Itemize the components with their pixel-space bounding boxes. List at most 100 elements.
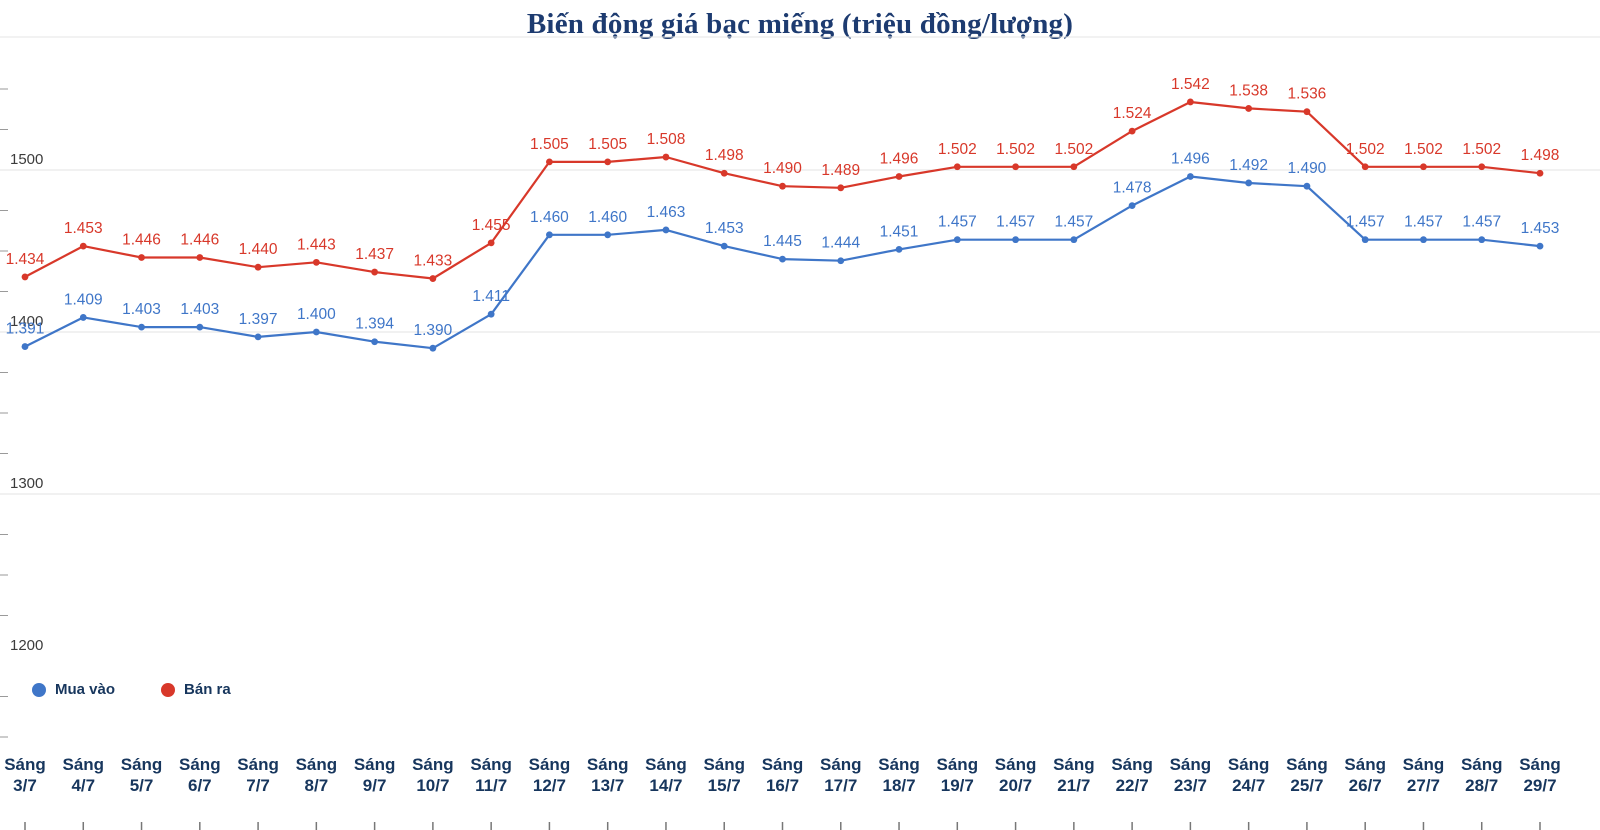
x-tick-label-date: 7/7 xyxy=(246,776,270,795)
value-label-sell: 1.489 xyxy=(821,162,860,179)
legend-label-buy: Mua vào xyxy=(55,681,116,698)
x-tick-label-date: 3/7 xyxy=(13,776,37,795)
value-label-sell: 1.433 xyxy=(413,253,452,270)
value-label-sell: 1.508 xyxy=(647,131,686,148)
value-label-sell: 1.446 xyxy=(180,231,219,248)
x-tick-label-prefix: Sáng xyxy=(296,755,338,774)
value-label-sell: 1.502 xyxy=(1462,141,1501,158)
x-tick-label-prefix: Sáng xyxy=(179,755,221,774)
x-tick-label-date: 27/7 xyxy=(1407,776,1440,795)
x-tick-label-date: 14/7 xyxy=(649,776,682,795)
data-point-sell xyxy=(1245,105,1253,112)
value-label-buy: 1.451 xyxy=(880,223,919,240)
x-tick-label-prefix: Sáng xyxy=(995,755,1037,774)
x-tick-label-date: 10/7 xyxy=(416,776,449,795)
series-points-buy xyxy=(21,173,1544,352)
x-tick-label-prefix: Sáng xyxy=(121,755,163,774)
data-point-buy xyxy=(138,323,145,331)
legend-label-sell: Bán ra xyxy=(184,681,231,698)
value-label-sell: 1.443 xyxy=(297,236,336,253)
x-tick-label-prefix: Sáng xyxy=(1286,755,1328,774)
x-tick-label-prefix: Sáng xyxy=(762,755,804,774)
value-label-sell: 1.496 xyxy=(880,150,919,167)
x-tick-label-prefix: Sáng xyxy=(1053,755,1095,774)
value-label-sell: 1.542 xyxy=(1171,76,1210,93)
value-label-buy: 1.403 xyxy=(122,301,161,318)
data-point-buy xyxy=(1420,236,1427,244)
value-label-buy: 1.460 xyxy=(588,209,627,226)
y-minor-ticks xyxy=(0,88,8,738)
data-point-buy xyxy=(1536,242,1544,250)
chart-legend: Mua vào Bán ra xyxy=(32,681,231,698)
x-axis-labels: Sáng 3/7 Sáng 4/7 Sáng 5/7 Sáng 6/7 Sáng 7/7 Sáng 8… xyxy=(4,755,1561,795)
x-axis-ticks xyxy=(24,822,1541,830)
x-tick-label-prefix: Sáng xyxy=(62,755,104,774)
data-point-buy xyxy=(79,314,87,321)
x-tick-label-prefix: Sáng xyxy=(1519,755,1561,774)
value-label-sell: 1.498 xyxy=(705,147,744,164)
x-tick-label-date: 13/7 xyxy=(591,776,624,795)
data-point-buy xyxy=(837,257,845,265)
data-point-buy xyxy=(1128,202,1136,210)
data-point-sell xyxy=(1070,163,1078,171)
data-point-sell xyxy=(1303,108,1311,116)
x-tick-label-date: 21/7 xyxy=(1057,776,1090,795)
value-label-sell: 1.505 xyxy=(588,136,627,153)
x-tick-label-prefix: Sáng xyxy=(820,755,862,774)
data-point-sell xyxy=(487,239,495,247)
data-point-sell xyxy=(21,273,29,281)
data-point-buy xyxy=(779,255,786,263)
legend-item-sell: Bán ra xyxy=(161,681,231,698)
value-label-buy: 1.394 xyxy=(355,316,394,333)
data-point-buy xyxy=(371,338,379,346)
x-tick-label-prefix: Sáng xyxy=(4,755,46,774)
data-point-buy xyxy=(1070,236,1078,244)
x-tick-label-date: 29/7 xyxy=(1523,776,1556,795)
data-point-sell xyxy=(1536,169,1544,177)
value-label-buy: 1.403 xyxy=(180,301,219,318)
value-label-buy: 1.445 xyxy=(763,233,802,250)
x-tick-label-date: 12/7 xyxy=(533,776,566,795)
data-point-sell xyxy=(779,182,786,190)
data-point-sell xyxy=(1478,163,1486,171)
data-point-sell xyxy=(79,242,87,250)
value-label-buy: 1.460 xyxy=(530,209,569,226)
data-point-sell xyxy=(662,153,670,161)
value-label-buy: 1.496 xyxy=(1171,150,1210,167)
x-tick-label-prefix: Sáng xyxy=(412,755,454,774)
value-label-sell: 1.490 xyxy=(763,160,802,177)
value-label-sell: 1.502 xyxy=(1054,141,1093,158)
value-label-buy: 1.457 xyxy=(938,214,977,231)
x-tick-label-prefix: Sáng xyxy=(645,755,687,774)
data-point-buy xyxy=(196,323,204,331)
data-point-sell xyxy=(254,263,262,271)
data-point-buy xyxy=(1245,179,1253,187)
value-label-buy: 1.490 xyxy=(1288,160,1327,177)
x-tick-label-date: 23/7 xyxy=(1174,776,1207,795)
data-point-sell xyxy=(953,163,961,171)
value-label-sell: 1.453 xyxy=(64,220,103,237)
value-label-sell: 1.502 xyxy=(996,141,1035,158)
data-point-sell xyxy=(546,158,553,166)
x-tick-label-prefix: Sáng xyxy=(1403,755,1445,774)
x-tick-label-prefix: Sáng xyxy=(587,755,629,774)
x-tick-label-prefix: Sáng xyxy=(878,755,920,774)
x-tick-label-date: 16/7 xyxy=(766,776,799,795)
x-tick-label-prefix: Sáng xyxy=(1228,755,1270,774)
x-tick-label-date: 4/7 xyxy=(71,776,95,795)
value-label-buy: 1.457 xyxy=(1054,214,1093,231)
x-tick-label-prefix: Sáng xyxy=(529,755,571,774)
data-point-buy xyxy=(487,310,495,318)
data-point-buy xyxy=(953,236,961,244)
x-tick-label-date: 17/7 xyxy=(824,776,857,795)
series-points-sell xyxy=(21,98,1544,282)
x-tick-label-prefix: Sáng xyxy=(354,755,396,774)
y-axis-labels: 1200 1300 1400 1500 xyxy=(10,151,43,654)
data-point-buy xyxy=(895,245,903,253)
legend-marker-buy-icon xyxy=(32,682,46,697)
x-tick-label-prefix: Sáng xyxy=(703,755,745,774)
value-label-sell: 1.502 xyxy=(938,141,977,158)
x-tick-label-date: 25/7 xyxy=(1290,776,1323,795)
